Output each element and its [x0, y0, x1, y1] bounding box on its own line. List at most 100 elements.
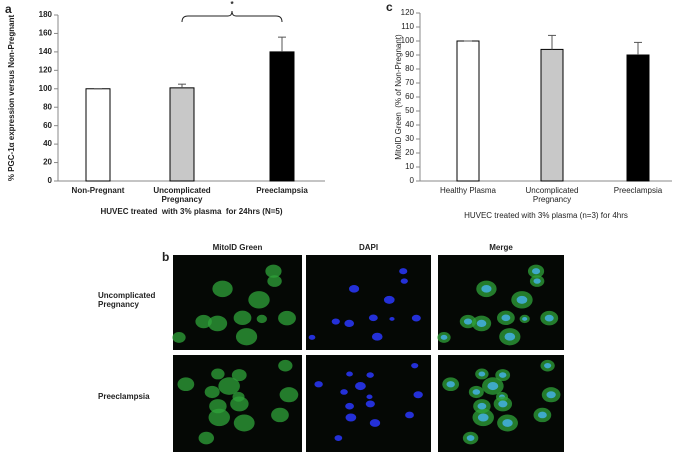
y-tick-label: 60: [43, 121, 52, 130]
y-tick-label: 10: [405, 162, 414, 171]
cell-nucleus: [501, 314, 511, 322]
cell-nucleus: [498, 372, 507, 378]
cell-mito: [267, 275, 282, 287]
error-bar: [634, 41, 642, 55]
x-axis-label: HUVEC treated with 3% plasma for 24hrs (…: [100, 207, 282, 216]
cell-nucleus: [502, 419, 513, 427]
cell-mito: [211, 368, 225, 380]
y-tick-label: 140: [39, 47, 53, 56]
y-tick-label: 60: [405, 92, 414, 101]
cell-mito: [235, 328, 258, 346]
cell-nucleus: [331, 318, 340, 325]
cell-mito: [256, 314, 267, 324]
cell-mito: [279, 387, 299, 403]
cell-nucleus: [411, 314, 421, 322]
y-tick-label: 80: [405, 64, 414, 73]
x-tick-label: Healthy Plasma: [439, 186, 497, 195]
row-label: Uncomplicated Pregnancy: [98, 290, 156, 309]
cell-mito: [207, 315, 228, 332]
cell-nucleus: [477, 402, 487, 410]
x-tick-label: Uncomplicated Pregnancy: [525, 186, 579, 204]
y-tick-label: 70: [405, 78, 414, 87]
cell-nucleus: [478, 371, 486, 377]
cell-nucleus: [345, 402, 354, 410]
column-label: DAPI: [359, 243, 378, 252]
cell-mito: [233, 310, 252, 326]
cell-nucleus: [346, 371, 353, 377]
y-tick-label: 0: [410, 176, 415, 185]
cell-nucleus: [487, 382, 499, 391]
cell-nucleus: [371, 332, 383, 341]
x-tick-label: Preeclampsia: [613, 186, 663, 195]
cell-nucleus: [369, 419, 381, 427]
bar: [85, 88, 111, 182]
cell-nucleus: [411, 362, 419, 369]
y-tick-label: 160: [39, 29, 53, 38]
panel-label: b: [162, 250, 169, 264]
cell-nucleus: [389, 317, 395, 321]
row-label: Preeclampsia: [98, 391, 150, 401]
cell-mito: [271, 407, 289, 423]
x-tick-label: Preeclampsia: [256, 186, 308, 195]
cell-nucleus: [546, 391, 556, 399]
panel-label: a: [5, 2, 12, 16]
cell-nucleus: [366, 394, 373, 400]
y-tick-label: 180: [39, 10, 53, 19]
cell-nucleus: [522, 317, 528, 321]
cell-mito: [265, 264, 282, 278]
y-tick-label: 120: [401, 8, 415, 17]
panel-label: c: [386, 0, 393, 14]
cell-nucleus: [413, 391, 423, 399]
cell-mito: [208, 408, 230, 427]
cell-mito: [177, 377, 195, 392]
cell-mito: [204, 385, 220, 399]
cell-nucleus: [366, 372, 374, 378]
cell-nucleus: [498, 400, 508, 408]
cell-nucleus: [348, 285, 360, 293]
y-tick-label: 100: [39, 84, 53, 93]
cell-nucleus: [504, 332, 516, 341]
cell-nucleus: [533, 278, 541, 284]
y-axis-label: MitoID Green (% of Non-Pregnant): [394, 34, 403, 160]
cell-nucleus: [405, 411, 414, 419]
cell-nucleus: [532, 268, 541, 275]
cell-nucleus: [345, 413, 357, 422]
cell-mito: [233, 414, 255, 432]
cell-nucleus: [472, 389, 481, 395]
cell-mito: [212, 280, 233, 298]
cell-nucleus: [463, 318, 473, 325]
bar: [626, 54, 650, 182]
cell-mito: [195, 314, 212, 329]
y-tick-label: 40: [405, 120, 414, 129]
cell-nucleus: [544, 362, 552, 369]
cell-nucleus: [476, 319, 487, 328]
x-tick-label: Uncomplicated Pregnancy: [153, 186, 211, 204]
y-tick-label: 120: [39, 65, 53, 74]
significance-bracket: [181, 10, 283, 23]
y-tick-label: 110: [401, 22, 414, 31]
cell-nucleus: [544, 314, 554, 322]
cell-mito: [248, 291, 270, 309]
cell-nucleus: [368, 314, 378, 322]
y-tick-label: 20: [405, 148, 414, 157]
x-tick-label: Non-Pregnant: [71, 186, 125, 195]
y-tick-label: 90: [405, 50, 414, 59]
y-tick-label: 20: [43, 158, 52, 167]
annotation: *: [230, 0, 234, 9]
error-bar: [278, 36, 286, 52]
column-label: Merge: [489, 243, 513, 252]
micrograph: [306, 255, 431, 350]
cell-nucleus: [446, 381, 455, 388]
error-bar: [548, 34, 556, 50]
cell-mito: [231, 369, 247, 382]
cell-nucleus: [314, 381, 323, 388]
cell-nucleus: [440, 334, 448, 340]
cell-mito: [209, 399, 227, 414]
cell-nucleus: [477, 413, 489, 422]
cell-mito: [172, 332, 186, 343]
cell-nucleus: [340, 389, 348, 395]
column-label: MitoID Green: [213, 243, 263, 252]
error-bar: [178, 83, 186, 88]
